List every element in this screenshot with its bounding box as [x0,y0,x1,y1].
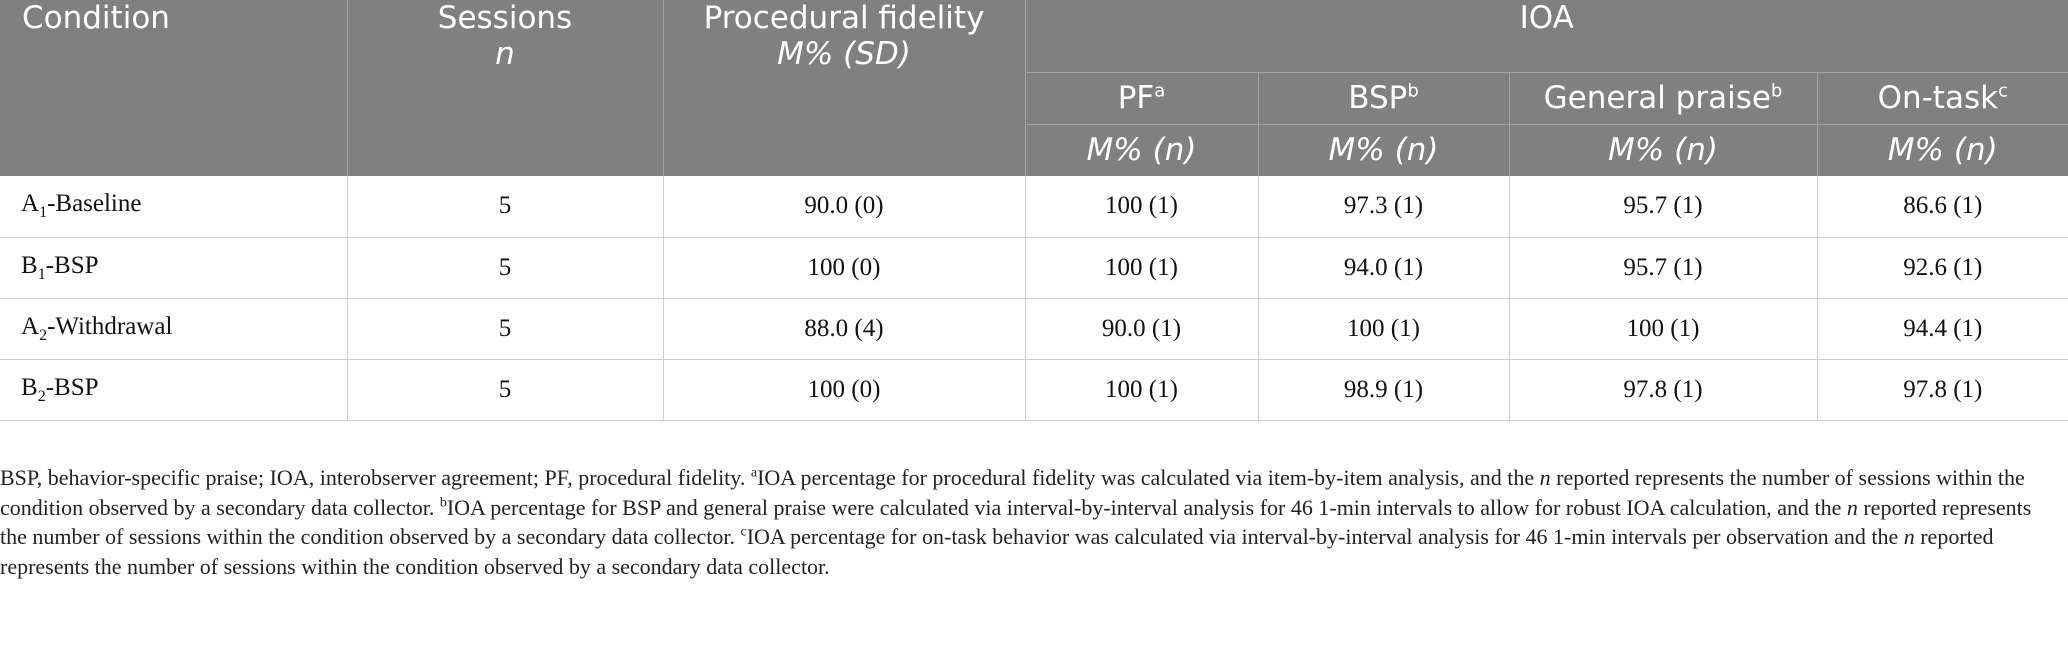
table-row: B1-BSP 5 100 (0) 100 (1) 94.0 (1) 95.7 (… [0,237,2068,299]
condition-cell: B1-BSP [0,237,348,299]
on-task-cell: 86.6 (1) [1817,176,2068,238]
pf-cell: 100 (1) [1025,176,1259,238]
header-procedural-fidelity: Procedural fidelity M% (SD) [663,0,1026,176]
fidelity-cell: 88.0 (4) [663,298,1026,360]
table-row: A2-Withdrawal 5 88.0 (4) 90.0 (1) 100 (1… [0,298,2068,360]
pf-cell: 100 (1) [1025,359,1259,421]
fidelity-cell: 90.0 (0) [663,176,1026,238]
condition-cell: B2-BSP [0,359,348,421]
sessions-cell: 5 [347,237,664,299]
header-stat: M% (n) [1817,123,2068,176]
bsp-cell: 98.9 (1) [1258,359,1510,421]
bsp-cell: 100 (1) [1258,298,1510,360]
general-praise-cell: 97.8 (1) [1509,359,1818,421]
header-ioa: IOA [1025,0,2068,72]
header-on-task: On-taskc [1817,71,2068,124]
general-praise-cell: 100 (1) [1509,298,1818,360]
pf-cell: 100 (1) [1025,237,1259,299]
header-sessions: Sessions n [347,0,664,176]
sessions-cell: 5 [347,298,664,360]
header-bsp: BSPb [1258,71,1510,124]
condition-cell: A2-Withdrawal [0,298,348,360]
table-row: A1-Baseline 5 90.0 (0) 100 (1) 97.3 (1) … [0,176,2068,238]
table-row: B2-BSP 5 100 (0) 100 (1) 98.9 (1) 97.8 (… [0,359,2068,421]
general-praise-cell: 95.7 (1) [1509,176,1818,238]
header-stat: M% (n) [1025,123,1259,176]
table-footnote: BSP, behavior-specific praise; IOA, inte… [0,465,2032,579]
results-table: Condition Sessions n Procedural fidelity… [0,0,2068,421]
header-pf: PFa [1025,71,1259,124]
pf-cell: 90.0 (1) [1025,298,1259,360]
bsp-cell: 97.3 (1) [1258,176,1510,238]
sessions-cell: 5 [347,359,664,421]
on-task-cell: 92.6 (1) [1817,237,2068,299]
condition-cell: A1-Baseline [0,176,348,238]
header-stat: M% (n) [1258,123,1510,176]
on-task-cell: 94.4 (1) [1817,298,2068,360]
bsp-cell: 94.0 (1) [1258,237,1510,299]
header-stat: M% (n) [1509,123,1818,176]
fidelity-cell: 100 (0) [663,359,1026,421]
header-condition: Condition [0,0,348,176]
fidelity-cell: 100 (0) [663,237,1026,299]
on-task-cell: 97.8 (1) [1817,359,2068,421]
general-praise-cell: 95.7 (1) [1509,237,1818,299]
header-general-praise: General praiseb [1509,71,1818,124]
sessions-cell: 5 [347,176,664,238]
